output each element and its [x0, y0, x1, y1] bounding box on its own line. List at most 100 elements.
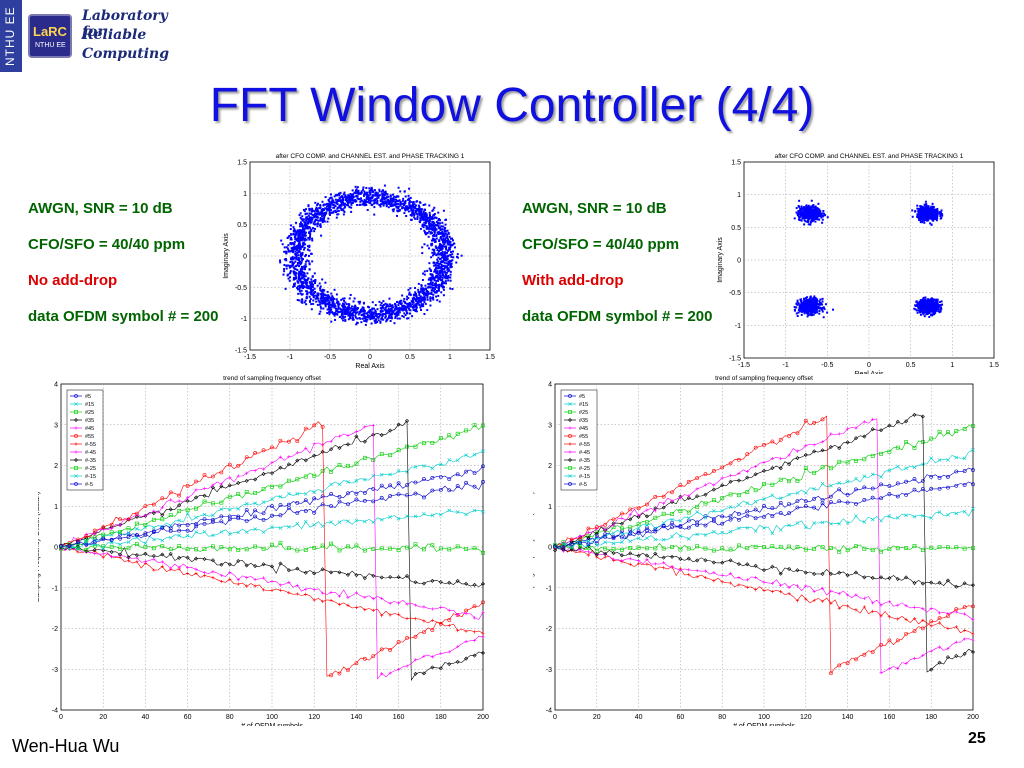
data-point [431, 248, 434, 251]
data-point [356, 192, 359, 195]
data-point [921, 311, 924, 314]
data-point [424, 302, 427, 305]
data-point [381, 196, 384, 199]
data-point [336, 310, 339, 313]
data-point [309, 284, 312, 287]
data-point [349, 307, 352, 310]
series-marker [438, 462, 443, 467]
data-point [441, 251, 444, 254]
data-point [932, 215, 935, 218]
data-point [812, 204, 815, 207]
data-point [298, 299, 301, 302]
data-point [296, 251, 299, 254]
data-point [412, 212, 415, 215]
data-point [437, 233, 440, 236]
data-point [296, 249, 299, 252]
data-point [299, 279, 302, 282]
series-marker [481, 635, 485, 639]
data-point [311, 282, 314, 285]
data-point [316, 303, 319, 306]
data-point [333, 314, 336, 317]
data-point [395, 200, 398, 203]
data-point [922, 298, 925, 301]
data-point [931, 202, 934, 205]
data-point [929, 206, 932, 209]
data-point [448, 261, 451, 264]
data-point [301, 239, 304, 242]
data-point [308, 245, 311, 248]
data-point [353, 297, 356, 300]
series-marker [143, 522, 148, 527]
data-point [437, 253, 440, 256]
data-point [808, 306, 811, 309]
data-point [384, 309, 387, 312]
data-point [364, 323, 367, 326]
data-point [406, 312, 409, 315]
data-point [349, 193, 352, 196]
data-point [298, 233, 301, 236]
data-point [449, 262, 452, 265]
data-point [303, 232, 306, 235]
data-point [429, 273, 432, 276]
series-marker [253, 501, 257, 506]
data-point [440, 256, 443, 259]
data-point [366, 312, 369, 315]
series-marker [177, 523, 182, 528]
data-point [313, 294, 316, 297]
data-point [439, 266, 442, 269]
data-point [812, 313, 815, 316]
series-marker [362, 439, 367, 444]
data-point [401, 309, 404, 312]
data-point [925, 303, 928, 306]
data-point [365, 316, 368, 319]
data-point [329, 193, 332, 196]
data-point [404, 200, 407, 203]
data-point [430, 231, 433, 234]
data-point [808, 310, 811, 313]
data-point [300, 229, 303, 232]
data-point [352, 316, 355, 319]
data-point [328, 211, 331, 214]
data-point [915, 304, 918, 307]
data-point [328, 212, 331, 215]
data-point [921, 212, 924, 215]
data-point [414, 308, 417, 311]
data-point [441, 270, 444, 273]
series-marker [261, 471, 266, 476]
data-point [389, 195, 392, 198]
data-point [351, 312, 354, 315]
data-point [347, 318, 350, 321]
data-point [371, 307, 374, 310]
data-point [293, 256, 296, 259]
data-point [928, 302, 931, 305]
data-point [364, 202, 367, 205]
data-point [433, 230, 436, 233]
data-point [800, 300, 803, 303]
data-point [439, 269, 442, 272]
series-marker [295, 477, 300, 482]
data-point [410, 214, 413, 217]
data-point [806, 212, 809, 215]
data-point [929, 303, 932, 306]
data-point [443, 228, 446, 231]
data-point [284, 287, 287, 290]
data-point [350, 309, 353, 312]
data-point [918, 218, 921, 221]
data-point [421, 305, 424, 308]
data-point [812, 301, 815, 304]
series-marker [413, 465, 418, 469]
data-point [453, 246, 456, 249]
data-point [807, 216, 810, 219]
data-point [432, 227, 435, 230]
data-point [372, 311, 375, 314]
series-marker [405, 444, 409, 449]
data-point [922, 207, 925, 210]
data-point [920, 303, 923, 306]
data-point [375, 313, 378, 316]
series-marker [354, 434, 359, 439]
data-point [451, 253, 454, 256]
series-marker [160, 517, 165, 522]
data-point [411, 213, 414, 216]
data-point [432, 220, 435, 223]
data-point [426, 291, 429, 294]
